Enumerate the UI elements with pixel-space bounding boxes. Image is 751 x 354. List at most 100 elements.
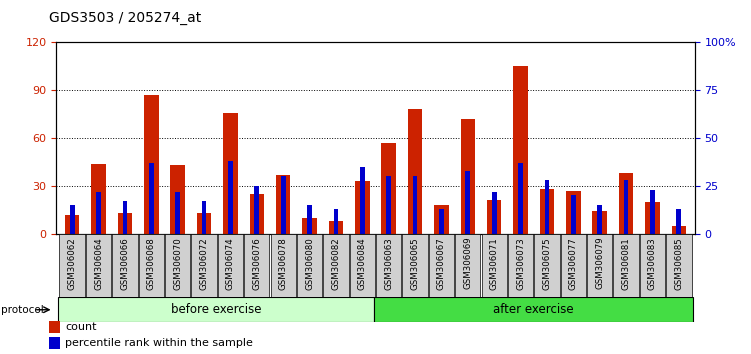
Bar — [593, 211, 607, 234]
Bar — [197, 213, 211, 234]
Bar — [514, 67, 528, 234]
Bar — [571, 195, 576, 234]
Bar — [619, 173, 633, 234]
FancyBboxPatch shape — [455, 234, 481, 297]
Bar — [677, 209, 681, 234]
FancyBboxPatch shape — [534, 234, 559, 297]
Bar — [329, 221, 343, 234]
Bar — [624, 180, 629, 234]
Bar — [65, 215, 80, 234]
FancyBboxPatch shape — [58, 297, 374, 322]
Bar — [492, 192, 496, 234]
Text: GSM306073: GSM306073 — [516, 237, 525, 290]
Bar — [96, 192, 101, 234]
Text: GSM306078: GSM306078 — [279, 237, 288, 290]
Bar — [70, 205, 74, 234]
Bar — [386, 176, 391, 234]
Bar — [355, 181, 369, 234]
Text: GSM306071: GSM306071 — [490, 237, 499, 290]
Bar — [49, 321, 60, 333]
Bar — [597, 205, 602, 234]
Bar — [671, 226, 686, 234]
FancyBboxPatch shape — [270, 234, 296, 297]
Bar — [49, 337, 60, 349]
FancyBboxPatch shape — [614, 234, 639, 297]
Text: count: count — [65, 322, 97, 332]
Bar — [408, 109, 422, 234]
Bar — [307, 205, 312, 234]
Text: GSM306064: GSM306064 — [94, 237, 103, 290]
FancyBboxPatch shape — [666, 234, 692, 297]
FancyBboxPatch shape — [112, 234, 137, 297]
Text: GSM306070: GSM306070 — [173, 237, 182, 290]
FancyBboxPatch shape — [350, 234, 375, 297]
Bar — [149, 163, 154, 234]
Text: GSM306075: GSM306075 — [542, 237, 551, 290]
Text: protocol: protocol — [1, 305, 44, 315]
FancyBboxPatch shape — [323, 234, 348, 297]
Text: GSM306068: GSM306068 — [146, 237, 155, 290]
Bar — [645, 202, 659, 234]
Bar — [518, 163, 523, 234]
FancyBboxPatch shape — [192, 234, 217, 297]
Bar — [303, 218, 317, 234]
Bar — [650, 190, 655, 234]
Text: GSM306084: GSM306084 — [357, 237, 366, 290]
Bar — [202, 201, 207, 234]
Text: GSM306066: GSM306066 — [120, 237, 129, 290]
Text: GSM306085: GSM306085 — [674, 237, 683, 290]
Bar — [466, 171, 470, 234]
Text: GSM306081: GSM306081 — [622, 237, 631, 290]
Bar — [175, 192, 180, 234]
FancyBboxPatch shape — [481, 234, 507, 297]
Bar — [544, 180, 549, 234]
Bar — [413, 176, 418, 234]
Bar — [566, 190, 581, 234]
Text: GSM306069: GSM306069 — [463, 237, 472, 290]
Bar — [144, 95, 158, 234]
Bar — [487, 200, 502, 234]
FancyBboxPatch shape — [640, 234, 665, 297]
Text: before exercise: before exercise — [170, 303, 261, 316]
Text: GSM306067: GSM306067 — [437, 237, 446, 290]
Bar — [276, 175, 291, 234]
Text: percentile rank within the sample: percentile rank within the sample — [65, 338, 253, 348]
Text: GSM306074: GSM306074 — [226, 237, 235, 290]
Bar — [228, 161, 233, 234]
FancyBboxPatch shape — [86, 234, 111, 297]
Text: GSM306076: GSM306076 — [252, 237, 261, 290]
Text: GSM306072: GSM306072 — [200, 237, 209, 290]
Bar — [170, 165, 185, 234]
FancyBboxPatch shape — [59, 234, 85, 297]
Bar — [460, 119, 475, 234]
Bar — [255, 186, 259, 234]
Bar — [439, 209, 444, 234]
Bar — [281, 176, 285, 234]
Text: GDS3503 / 205274_at: GDS3503 / 205274_at — [49, 11, 201, 25]
Bar — [122, 201, 127, 234]
Text: GSM306065: GSM306065 — [411, 237, 420, 290]
FancyBboxPatch shape — [139, 234, 164, 297]
FancyBboxPatch shape — [376, 234, 401, 297]
Bar — [434, 205, 448, 234]
Bar — [360, 167, 365, 234]
Bar — [118, 213, 132, 234]
Text: GSM306082: GSM306082 — [331, 237, 340, 290]
FancyBboxPatch shape — [297, 234, 322, 297]
FancyBboxPatch shape — [561, 234, 586, 297]
FancyBboxPatch shape — [218, 234, 243, 297]
Text: after exercise: after exercise — [493, 303, 574, 316]
Text: GSM306063: GSM306063 — [385, 237, 394, 290]
FancyBboxPatch shape — [508, 234, 533, 297]
FancyBboxPatch shape — [374, 297, 693, 322]
Text: GSM306077: GSM306077 — [569, 237, 578, 290]
FancyBboxPatch shape — [165, 234, 190, 297]
Text: GSM306062: GSM306062 — [68, 237, 77, 290]
FancyBboxPatch shape — [429, 234, 454, 297]
Bar — [249, 194, 264, 234]
Text: GSM306080: GSM306080 — [305, 237, 314, 290]
Bar — [333, 209, 338, 234]
Text: GSM306083: GSM306083 — [648, 237, 657, 290]
FancyBboxPatch shape — [587, 234, 612, 297]
Text: GSM306079: GSM306079 — [596, 237, 605, 290]
